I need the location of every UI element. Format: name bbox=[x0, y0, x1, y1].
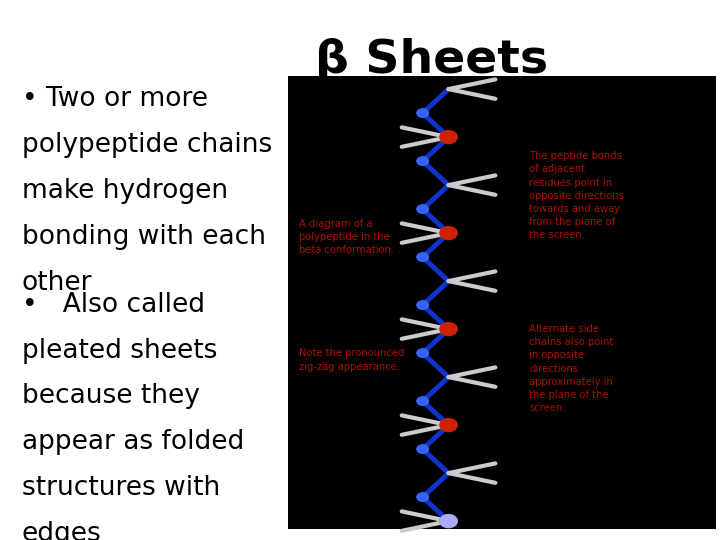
Text: other: other bbox=[22, 270, 92, 296]
Circle shape bbox=[440, 418, 457, 431]
Circle shape bbox=[440, 515, 457, 528]
Text: make hydrogen: make hydrogen bbox=[22, 178, 228, 204]
Circle shape bbox=[417, 397, 428, 406]
Text: pleated sheets: pleated sheets bbox=[22, 338, 217, 363]
Text: because they: because they bbox=[22, 383, 199, 409]
Circle shape bbox=[440, 227, 457, 240]
Text: The peptide bonds
of adjacent
residues point in
opposite directions
towards and : The peptide bonds of adjacent residues p… bbox=[529, 151, 624, 240]
Text: appear as folded: appear as folded bbox=[22, 429, 244, 455]
Text: polypeptide chains: polypeptide chains bbox=[22, 132, 272, 158]
Circle shape bbox=[417, 445, 428, 454]
Circle shape bbox=[440, 322, 457, 335]
Circle shape bbox=[417, 301, 428, 309]
Text: structures with: structures with bbox=[22, 475, 220, 501]
Circle shape bbox=[417, 493, 428, 502]
Bar bbox=[288, 76, 716, 529]
Circle shape bbox=[417, 205, 428, 213]
Circle shape bbox=[417, 109, 428, 117]
Text: β Sheets: β Sheets bbox=[315, 38, 549, 83]
Text: Note the pronounced
zig-zag appearance.: Note the pronounced zig-zag appearance. bbox=[299, 348, 404, 372]
Text: • Two or more: • Two or more bbox=[22, 86, 207, 112]
Circle shape bbox=[417, 157, 428, 165]
Text: Alternate side
chains also point
in opposite
directions
approximately in
the pla: Alternate side chains also point in oppo… bbox=[529, 324, 613, 413]
Circle shape bbox=[417, 349, 428, 357]
Circle shape bbox=[417, 253, 428, 261]
Text: •   Also called: • Also called bbox=[22, 292, 204, 318]
Circle shape bbox=[440, 131, 457, 144]
Text: A diagram of a
polypeptide in the
beta conformation.: A diagram of a polypeptide in the beta c… bbox=[299, 219, 394, 255]
Circle shape bbox=[440, 515, 457, 528]
Text: edges: edges bbox=[22, 521, 102, 540]
Text: bonding with each: bonding with each bbox=[22, 224, 266, 250]
